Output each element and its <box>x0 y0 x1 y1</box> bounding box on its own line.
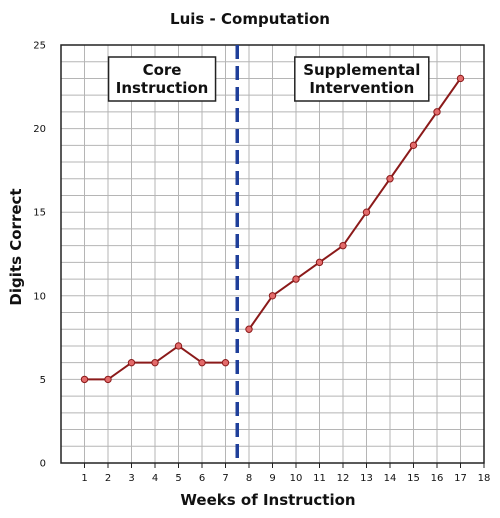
series-line <box>248 77 462 330</box>
data-point <box>198 358 206 367</box>
phase-label-text: Core <box>143 61 182 79</box>
chart-title: Luis - Computation <box>170 10 330 28</box>
data-point <box>456 74 465 83</box>
data-point <box>339 241 347 250</box>
x-tick-label: 8 <box>246 473 252 484</box>
x-tick-label: 6 <box>199 473 205 484</box>
phase-label-frame <box>107 56 217 102</box>
y-tick-label: 20 <box>33 124 46 135</box>
data-point <box>80 375 89 384</box>
data-point <box>292 275 300 283</box>
x-tick-label: 17 <box>454 473 467 484</box>
x-tick-label: 5 <box>175 473 181 484</box>
data-point <box>151 358 159 367</box>
x-tick-label: 9 <box>269 473 275 484</box>
data-point <box>268 292 277 300</box>
x-axis-label: Weeks of Instruction <box>180 491 355 509</box>
x-tick-label: 1 <box>81 473 87 484</box>
x-tick-label: 13 <box>360 473 373 484</box>
data-point <box>221 358 230 367</box>
x-tick-label: 10 <box>290 473 303 484</box>
y-tick-label: 25 <box>33 41 46 52</box>
y-tick-label: 5 <box>40 375 46 386</box>
x-tick-label: 3 <box>128 473 134 484</box>
phase-label-text: Instruction <box>116 79 209 97</box>
y-tick-label: 10 <box>33 291 46 302</box>
x-tick-label: 11 <box>313 473 326 484</box>
x-tick-label: 7 <box>222 473 228 484</box>
y-tick-label: 15 <box>33 208 46 219</box>
data-point <box>174 342 183 350</box>
data-series <box>80 74 465 384</box>
data-point <box>127 358 136 367</box>
data-point <box>104 375 112 384</box>
x-tick-label: 2 <box>105 473 111 484</box>
x-tick-label: 16 <box>431 473 444 484</box>
x-tick-label: 12 <box>337 473 350 484</box>
x-tick-label: 4 <box>152 473 158 484</box>
y-axis-ticks: 0 5 10 15 20 25 <box>33 41 46 470</box>
x-tick-label: 18 <box>478 473 491 484</box>
data-point <box>245 325 253 333</box>
x-tick-label: 14 <box>384 473 397 484</box>
data-point <box>409 141 418 150</box>
phase-label-frame <box>294 56 430 102</box>
data-point <box>433 108 441 116</box>
data-point <box>386 175 394 183</box>
x-tick-label: 15 <box>407 473 420 484</box>
data-point <box>362 208 371 216</box>
data-point <box>315 258 324 267</box>
phase-label-text: Supplemental <box>303 61 420 79</box>
y-tick-label: 0 <box>40 459 46 470</box>
phase-label-text: Intervention <box>309 79 414 97</box>
y-axis-label: Digits Correct <box>7 188 25 305</box>
x-axis-ticks: 1 2 3 4 5 6 7 8 9 10 11 12 13 14 15 16 17 18 <box>81 463 490 484</box>
